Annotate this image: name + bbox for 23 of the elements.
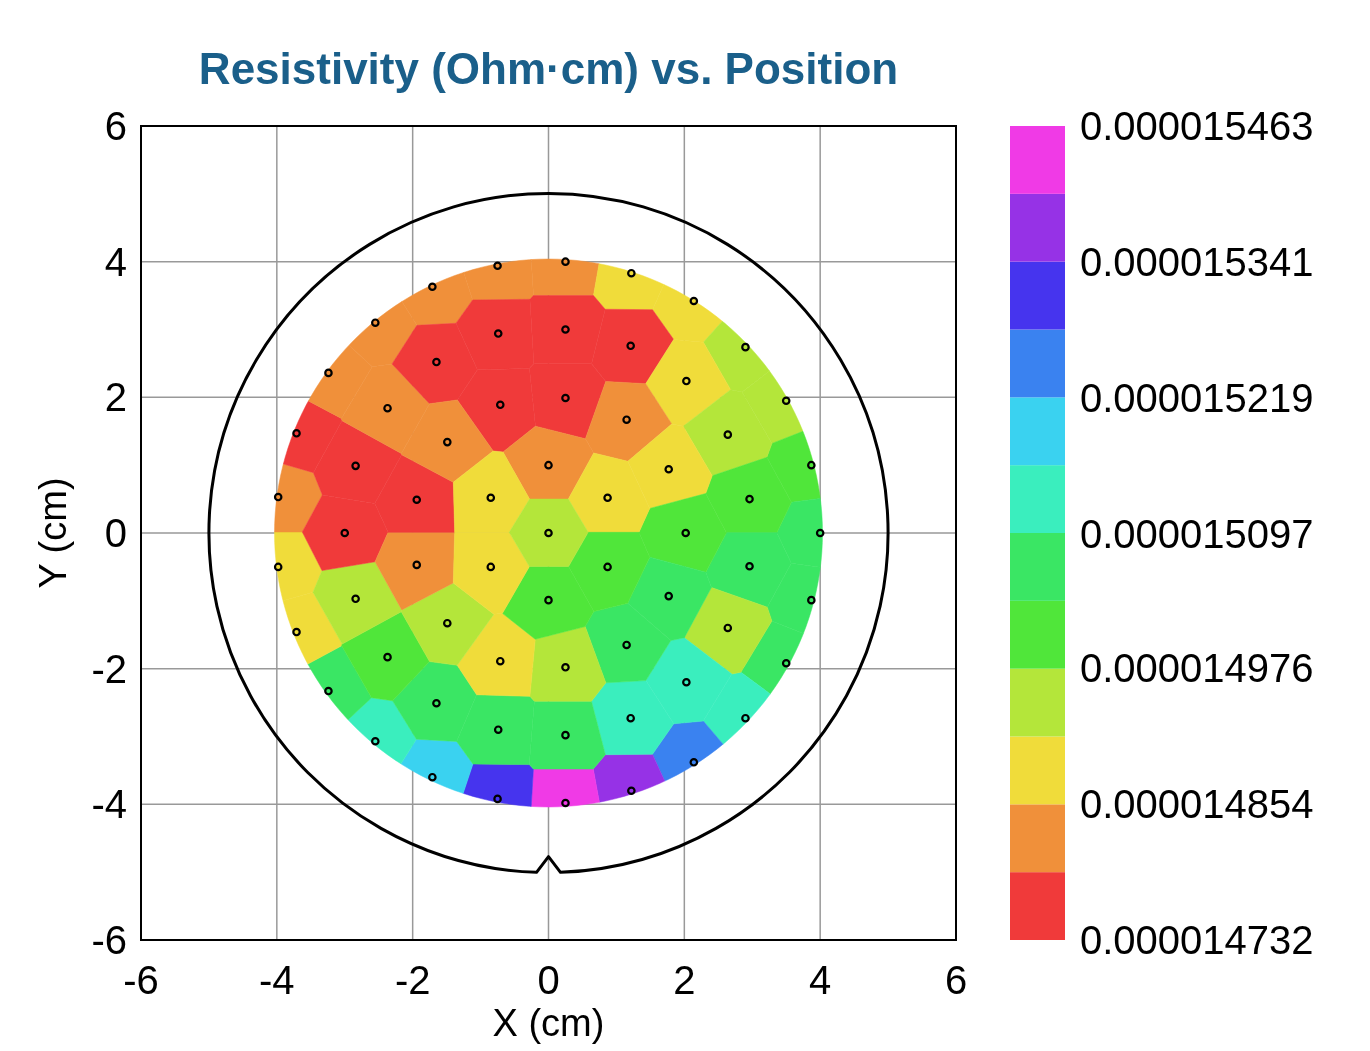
x-tick-label: 4 — [809, 958, 832, 1002]
color-bar-label: 0.000014976 — [1080, 646, 1314, 691]
x-tick-label: -2 — [394, 958, 431, 1002]
x-tick-label: 2 — [673, 958, 696, 1002]
y-tick-label: -6 — [91, 918, 127, 962]
color-bar-label: 0.000015219 — [1080, 375, 1314, 420]
y-tick-label: 2 — [104, 375, 127, 420]
y-tick-label: 0 — [104, 511, 127, 555]
color-bar-label: 0.000015463 — [1080, 104, 1314, 148]
color-bar-label: 0.000014854 — [1080, 782, 1314, 827]
y-tick-label: -4 — [91, 782, 127, 827]
chart-title: Resistivity (Ohm·cm) vs. Position — [198, 44, 899, 93]
x-tick-label: 0 — [537, 958, 560, 1002]
x-tick-label: 6 — [944, 958, 968, 1002]
x-axis-title: X (cm) — [492, 1002, 605, 1044]
y-tick-label: 4 — [104, 239, 127, 284]
x-tick-label: -4 — [259, 958, 295, 1002]
color-bar-label: 0.000015341 — [1080, 239, 1314, 284]
y-axis-title: Y (cm) — [32, 477, 74, 589]
y-tick-label: 6 — [104, 104, 127, 148]
y-tick-label: -2 — [91, 646, 127, 691]
color-bar-label: 0.000014732 — [1080, 918, 1314, 962]
color-bar-label: 0.000015097 — [1080, 511, 1314, 556]
